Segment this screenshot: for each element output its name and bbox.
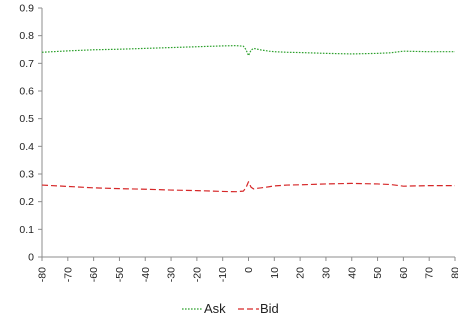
x-tick-label: -20 (191, 267, 203, 282)
y-tick-label: 0.6 (19, 86, 34, 98)
y-tick-label: 0.9 (19, 3, 34, 15)
x-tick-label: 30 (320, 267, 332, 279)
legend-label-ask: Ask (204, 301, 226, 316)
y-tick-label: 0.3 (19, 169, 34, 181)
x-tick-label: 20 (295, 267, 307, 279)
series-line-bid (41, 181, 455, 193)
x-tick-label: 10 (269, 267, 281, 279)
y-tick-label: 0.5 (19, 113, 34, 125)
x-tick-label: -80 (37, 267, 49, 282)
x-tick-label: 60 (398, 267, 410, 279)
x-axis: -80 -70 -60 -50 -40 -30 -20 -10 0 10 20 30 40 50 60 70 8… (37, 256, 458, 282)
plot-series (41, 45, 455, 193)
y-tick-label: 0.8 (19, 30, 34, 42)
y-tick-label: 0.7 (19, 58, 34, 70)
x-tick-label: 0 (243, 267, 255, 273)
x-tick-label: -30 (166, 267, 178, 282)
y-tick-label: 0.2 (19, 196, 34, 208)
y-tick-label: 0.4 (19, 141, 34, 153)
y-tick-label: 0.1 (19, 224, 34, 236)
x-tick-label: -10 (217, 267, 229, 282)
series-line-ask (41, 45, 455, 57)
x-tick-label: -40 (140, 267, 152, 282)
x-tick-label: 70 (424, 267, 436, 279)
x-tick-label: -50 (114, 267, 126, 282)
x-tick-label: -70 (62, 267, 74, 282)
y-tick-label: 0 (28, 252, 34, 264)
x-tick-label: -60 (88, 267, 100, 282)
x-tick-label: 50 (372, 267, 384, 279)
x-tick-label: 40 (346, 267, 358, 279)
y-axis: 0 0.1 0.2 0.3 0.4 0.5 0.6 0.7 0.8 0.9 (19, 3, 43, 264)
legend-label-bid: Bid (260, 301, 279, 316)
x-tick-label: 80 (450, 267, 458, 279)
legend: Ask Bid (182, 301, 279, 316)
